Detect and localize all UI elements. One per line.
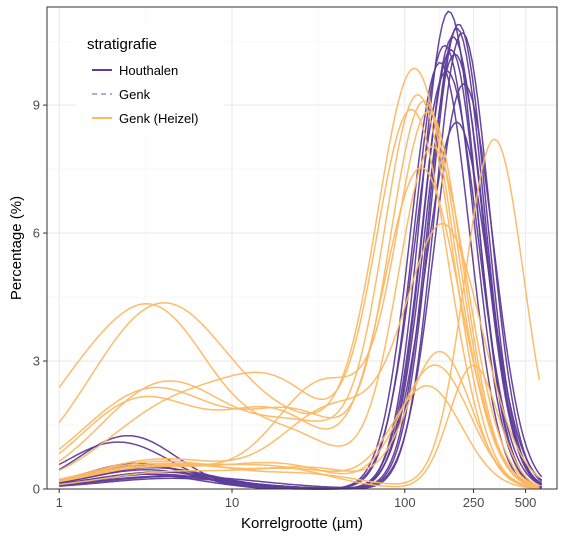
series-line-genk-heizel-14 [58, 100, 540, 489]
plot-panel-border [46, 6, 558, 490]
series-line-houthalen-10 [59, 48, 542, 490]
legend-label-genk-heizel: Genk (Heizel) [119, 111, 198, 126]
legend-entry-houthalen: Houthalen [92, 63, 178, 78]
series-line-genk-heizel-23 [58, 145, 540, 487]
y-tick-label: 9 [33, 98, 40, 113]
series-line-genk-heizel-18 [59, 350, 540, 489]
legend-entry-genk-heizel: Genk (Heizel) [92, 111, 198, 126]
x-tick-label: 250 [463, 495, 485, 510]
legend: stratigrafie Houthalen Genk Genk (Heizel… [76, 24, 224, 134]
x-axis-title: Korrelgrootte (µm) [241, 515, 363, 532]
series-line-genk-heizel-16 [59, 138, 541, 485]
series-line-genk-heizel-22 [58, 167, 540, 488]
series-line-houthalen-7 [59, 83, 543, 490]
x-tick-label: 10 [225, 495, 239, 510]
y-axis: 0 3 6 9 [33, 98, 47, 497]
series-line-houthalen-11 [59, 27, 543, 489]
legend-label-houthalen: Houthalen [119, 63, 178, 78]
x-tick-label: 1 [56, 495, 63, 510]
series-line-genk-heizel-24 [59, 222, 540, 481]
y-tick-label: 6 [33, 226, 40, 241]
series-line-genk-heizel-12 [58, 67, 540, 488]
series-line-genk-heizel-15 [58, 108, 540, 489]
x-tick-label: 500 [515, 495, 537, 510]
x-axis: 1 10 100 250 500 [56, 489, 537, 510]
legend-entry-genk: Genk [92, 87, 151, 102]
legend-label-genk: Genk [119, 87, 151, 102]
legend-background [76, 24, 224, 134]
series-line-genk-heizel-21 [59, 364, 540, 488]
y-tick-label: 3 [33, 354, 40, 369]
y-tick-label: 0 [33, 482, 40, 497]
legend-title: stratigrafie [87, 36, 157, 53]
y-axis-title: Percentage (%) [8, 196, 25, 300]
x-tick-label: 100 [394, 495, 416, 510]
series-line-genk-heizel-19 [59, 364, 540, 489]
